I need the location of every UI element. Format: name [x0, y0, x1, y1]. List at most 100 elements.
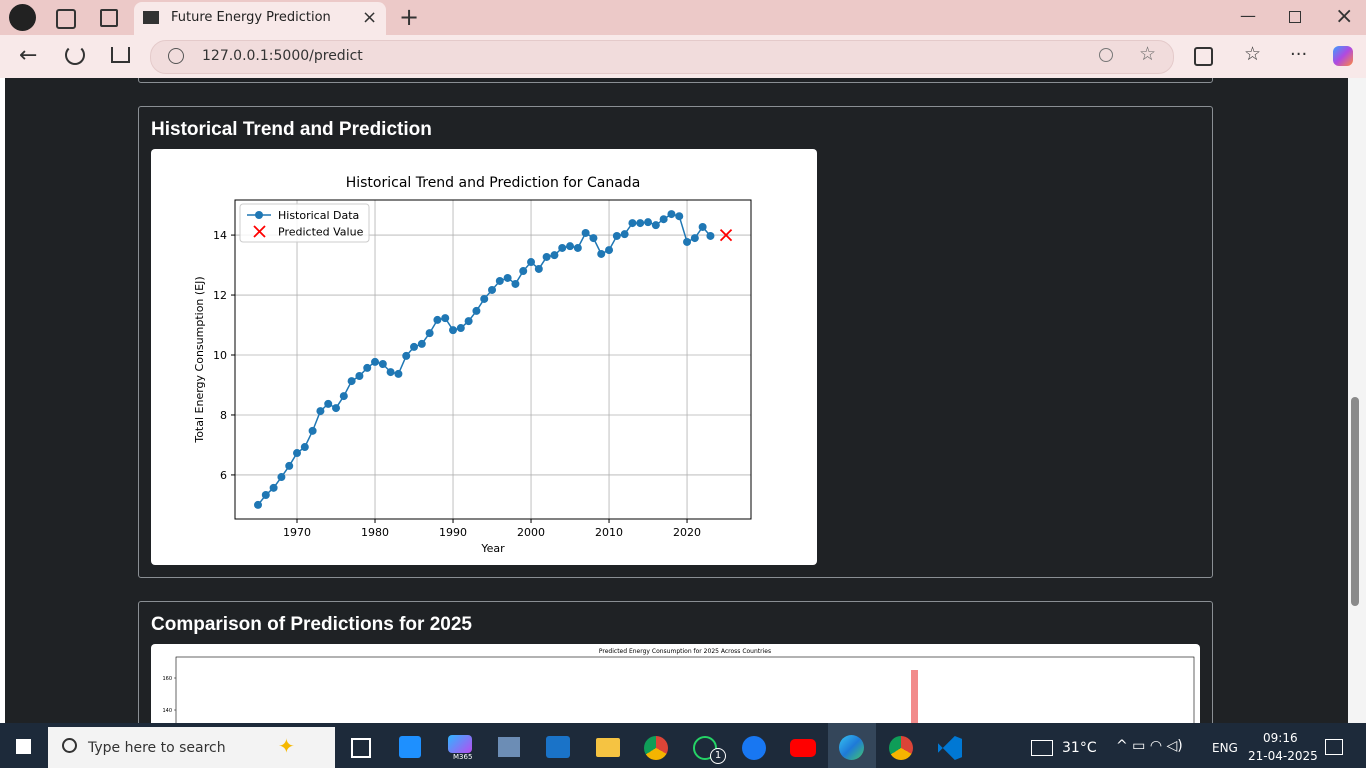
data-point	[573, 243, 582, 252]
data-point	[441, 314, 450, 323]
more-menu[interactable]: ···	[1290, 44, 1308, 65]
data-line	[257, 213, 712, 506]
data-point	[511, 279, 520, 288]
data-point	[690, 234, 699, 243]
back-button[interactable]: ←	[19, 43, 38, 68]
data-point	[527, 258, 536, 267]
data-point	[612, 231, 621, 240]
legend-label: Predicted Value	[278, 226, 364, 239]
plot-frame	[234, 199, 752, 520]
language[interactable]: ENG	[1212, 741, 1238, 755]
refresh-button[interactable]	[65, 45, 85, 65]
tab-close[interactable]: ×	[362, 7, 378, 28]
data-point	[433, 315, 442, 324]
legend-box	[239, 203, 370, 243]
legend-marker	[253, 225, 266, 238]
data-point	[402, 351, 411, 360]
tray-icons[interactable]: ^ ▭ ◠ ◁)	[1116, 738, 1183, 754]
url-field[interactable]	[150, 40, 1174, 74]
data-point	[254, 500, 263, 509]
copilot-icon[interactable]	[1333, 46, 1353, 66]
comparison-chart: Predicted Energy Consumption for 2025 Ac…	[162, 648, 1195, 723]
favorite-icon[interactable]: ☆	[1139, 43, 1157, 65]
weather-icon[interactable]	[1031, 740, 1053, 756]
edge-icon[interactable]	[839, 735, 864, 760]
whatsapp-badge: 1	[710, 748, 726, 764]
data-point	[269, 483, 278, 492]
search-box[interactable]	[48, 727, 335, 768]
site-info-icon[interactable]	[168, 48, 184, 64]
restore[interactable]	[1289, 11, 1301, 23]
data-point	[386, 368, 395, 377]
data-point	[449, 326, 458, 335]
m365-label: M365	[453, 753, 473, 761]
legend-marker	[255, 211, 263, 219]
x-tick-label: 1990	[439, 526, 467, 539]
data-point	[597, 249, 606, 258]
collections-icon[interactable]	[56, 9, 76, 29]
trend-chart: Historical Trend and Prediction for Cana…	[193, 175, 752, 555]
data-point	[620, 230, 629, 239]
data-point	[550, 251, 559, 260]
new-tab[interactable]: +	[399, 3, 420, 31]
previous-card	[138, 78, 1213, 83]
data-point	[495, 276, 504, 285]
y-tick-label: 6	[220, 469, 227, 482]
data-point	[394, 369, 403, 378]
y-axis-label: Total Energy Consumption (EJ)	[193, 276, 206, 443]
x-tick-label: 1980	[361, 526, 389, 539]
weather: 31°C	[1062, 740, 1097, 756]
x-tick-label: 2020	[673, 526, 701, 539]
data-point	[480, 294, 489, 303]
x-tick-label: 1970	[283, 526, 311, 539]
data-point	[581, 228, 590, 237]
tab-actions-icon[interactable]	[100, 9, 118, 27]
explorer-icon[interactable]	[596, 738, 620, 757]
chrome-icon[interactable]	[644, 736, 668, 760]
data-point	[324, 399, 333, 408]
store-icon[interactable]	[399, 736, 421, 758]
extensions-icon[interactable]	[1194, 47, 1213, 66]
data-point	[636, 219, 645, 228]
search-icon	[62, 738, 77, 753]
data-point	[316, 407, 325, 416]
notifications[interactable]	[1325, 739, 1343, 755]
data-point	[277, 473, 286, 482]
data-point	[410, 342, 419, 351]
scrollbar-thumb[interactable]	[1351, 397, 1359, 606]
data-point	[659, 215, 668, 224]
data-point	[308, 426, 317, 435]
minimize[interactable]: —	[1240, 6, 1256, 25]
data-point	[488, 285, 497, 294]
favorites-icon[interactable]: ☆	[1244, 43, 1262, 65]
data-point	[293, 449, 302, 458]
page-content: Historical Trend and Prediction Historic…	[5, 78, 1348, 723]
search-highlight[interactable]: ✦	[278, 734, 295, 758]
outlook-icon[interactable]	[546, 736, 570, 758]
data-point	[605, 246, 614, 255]
data-point	[456, 324, 465, 333]
active-tab[interactable]	[134, 2, 386, 35]
youtube-icon[interactable]	[790, 739, 816, 757]
data-point	[339, 392, 348, 401]
start-button[interactable]	[16, 739, 31, 754]
data-point	[300, 443, 309, 452]
app-icon[interactable]	[498, 737, 520, 757]
data-point	[651, 221, 660, 230]
window-close[interactable]: ×	[1335, 4, 1354, 29]
facebook-icon[interactable]	[742, 736, 766, 760]
comparison-card	[138, 601, 1213, 723]
task-view[interactable]	[351, 738, 371, 758]
profile-icon[interactable]	[9, 4, 36, 31]
zoom-icon[interactable]	[1099, 48, 1113, 62]
m365-icon[interactable]	[448, 735, 472, 753]
tab-favicon	[143, 11, 159, 24]
home-button[interactable]	[111, 47, 130, 63]
x-tick-label: 2000	[517, 526, 545, 539]
y-tick-label: 12	[213, 289, 227, 302]
y-tick-label: 10	[213, 349, 227, 362]
data-point	[667, 210, 676, 219]
y-tick-label: 140	[162, 708, 172, 714]
chrome-profile-icon[interactable]	[889, 736, 913, 760]
